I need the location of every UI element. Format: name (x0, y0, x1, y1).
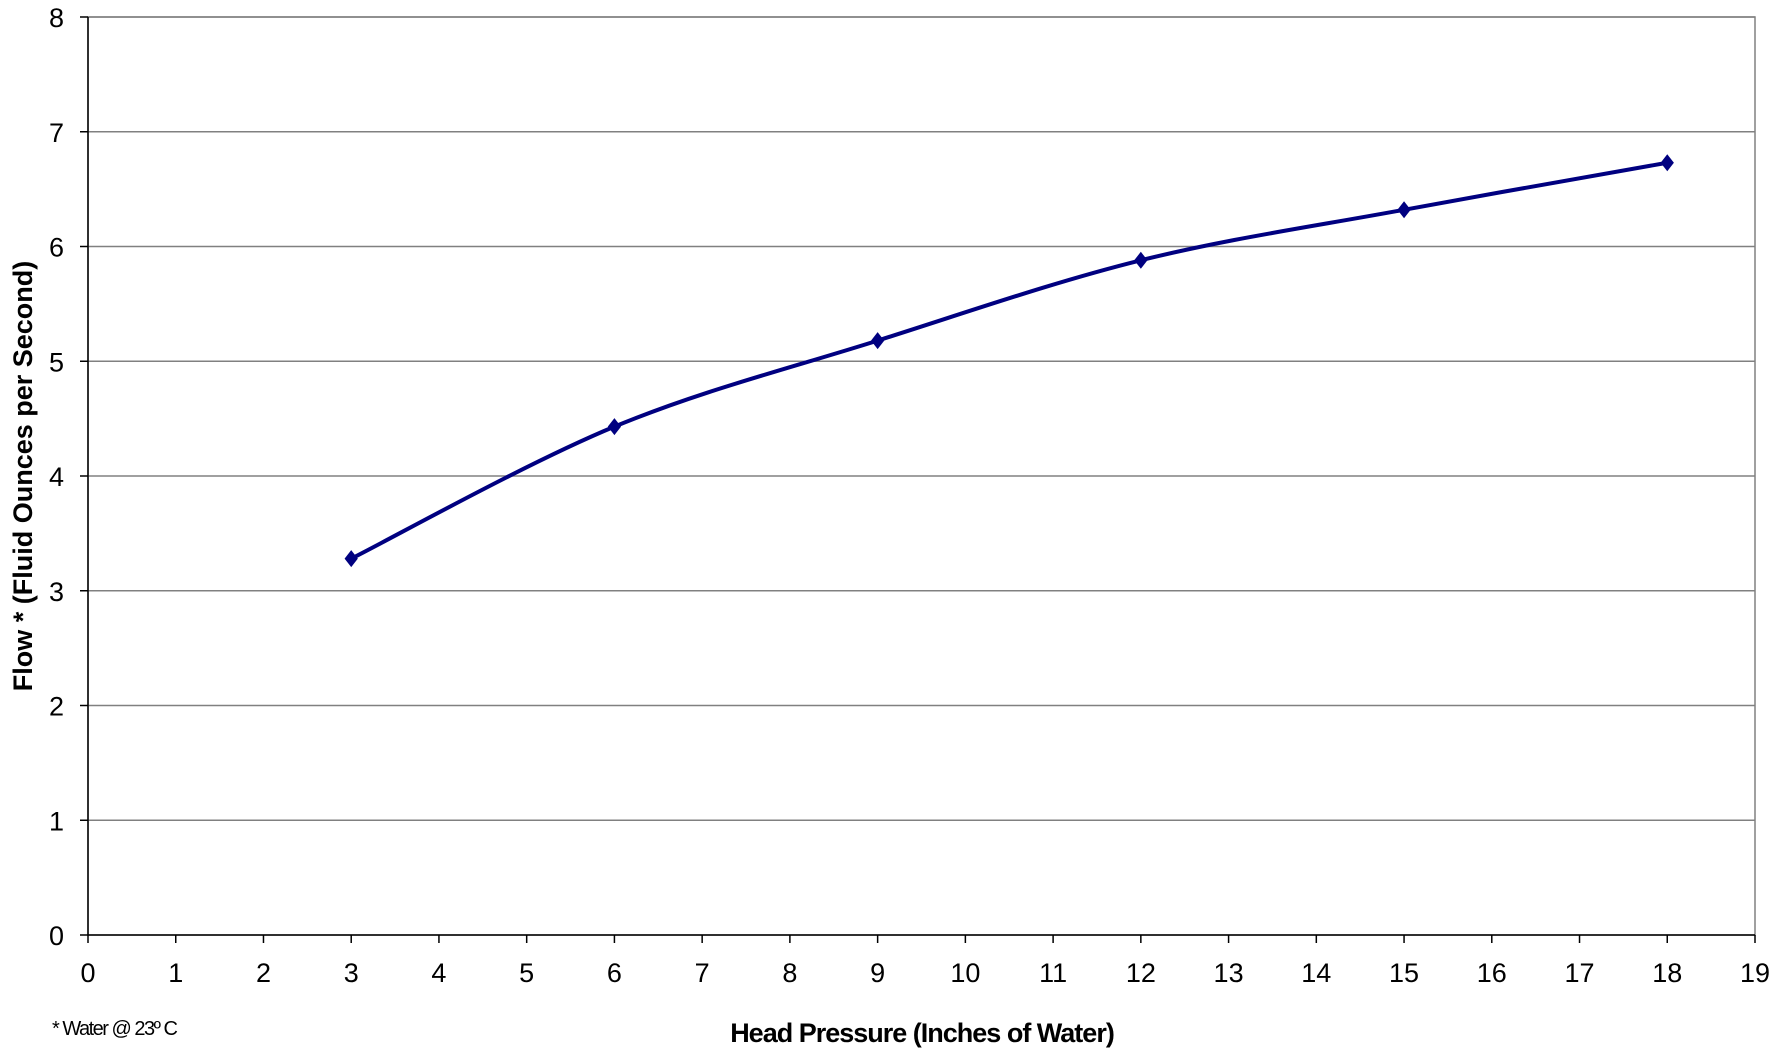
x-axis-title: Head Pressure (Inches of Water) (730, 1018, 1114, 1048)
x-tick-label-18: 18 (1652, 958, 1682, 988)
series-line-0 (350, 160, 1668, 561)
x-tick-label-10: 10 (950, 958, 980, 988)
data-point-x3 (344, 550, 358, 568)
y-tick-label-6: 6 (49, 233, 64, 263)
x-tick-label-17: 17 (1565, 958, 1595, 988)
y-axis-title: Flow * (Fluid Ounces per Second) (8, 261, 38, 692)
data-point-x15 (1397, 201, 1411, 219)
x-tick-label-1: 1 (168, 958, 183, 988)
x-tick-label-2: 2 (256, 958, 271, 988)
x-tick-label-11: 11 (1039, 958, 1067, 988)
x-tick-label-7: 7 (695, 958, 710, 988)
x-tick-label-3: 3 (344, 958, 359, 988)
y-tick-label-8: 8 (49, 3, 64, 33)
x-tick-label-19: 19 (1740, 958, 1770, 988)
data-point-x18 (1660, 154, 1674, 172)
x-tick-label-14: 14 (1301, 958, 1331, 988)
y-tick-label-0: 0 (49, 921, 64, 951)
x-tick-label-15: 15 (1389, 958, 1419, 988)
data-point-x9 (871, 332, 885, 350)
x-tick-label-16: 16 (1477, 958, 1507, 988)
footnote: * Water @ 23º C (52, 1018, 177, 1040)
x-tick-label-9: 9 (870, 958, 885, 988)
axes (80, 16, 1756, 943)
y-tick-label-1: 1 (49, 806, 64, 836)
y-tick-label-7: 7 (49, 118, 64, 148)
x-tick-label-6: 6 (607, 958, 622, 988)
x-tick-label-13: 13 (1214, 958, 1244, 988)
y-tick-label-5: 5 (49, 347, 64, 377)
x-tick-label-4: 4 (431, 958, 446, 988)
x-tick-label-5: 5 (519, 958, 534, 988)
grid-lines (88, 16, 1755, 821)
data-point-x6 (607, 418, 622, 436)
x-tick-label-0: 0 (80, 958, 95, 988)
x-tick-label-8: 8 (782, 958, 797, 988)
x-tick-label-12: 12 (1126, 958, 1156, 988)
data-series (344, 154, 1674, 568)
y-tick-label-4: 4 (49, 462, 64, 492)
data-point-x12 (1134, 251, 1148, 269)
y-tick-label-3: 3 (49, 577, 64, 607)
y-tick-label-2: 2 (49, 692, 64, 722)
